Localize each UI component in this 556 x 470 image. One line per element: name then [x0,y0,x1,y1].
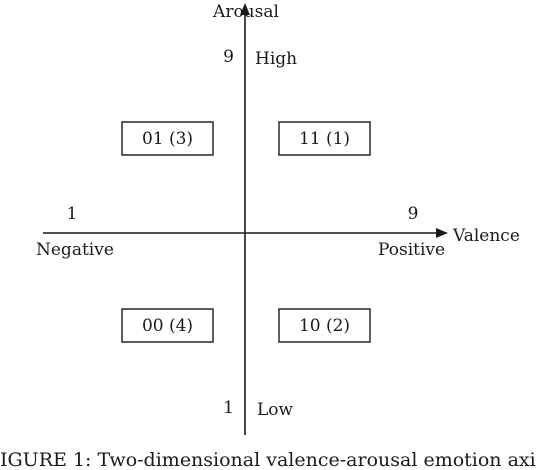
quadrant-bottom-left-label: 00 (4) [142,316,193,336]
quadrant-top-left-box [121,121,214,156]
arousal-min-value: 1 [223,398,234,418]
arousal-axis-arrowhead [240,3,250,15]
valence-max-value: 9 [408,204,419,224]
quadrant-bottom-right-label: 10 (2) [299,316,350,336]
quadrant-top-right-box [278,121,371,156]
quadrant-bottom-right-box [278,308,371,343]
arousal-max-label: High [255,49,297,69]
quadrant-top-right: 11 (1) [278,121,371,156]
quadrant-top-right-label: 11 (1) [299,129,350,149]
figure-caption: IGURE 1: Two-dimensional valence-arousal… [0,449,536,470]
valence-axis-title: Valence [452,226,520,246]
quadrant-bottom-right: 10 (2) [278,308,371,343]
quadrant-bottom-left: 00 (4) [121,308,214,343]
valence-min-value: 1 [67,204,78,224]
quadrant-top-left: 01 (3) [121,121,214,156]
quadrant-bottom-left-box [121,308,214,343]
valence-min-label: Negative [36,240,114,260]
quadrant-top-left-label: 01 (3) [142,129,193,149]
valence-max-label: Positive [378,240,445,260]
arousal-min-label: Low [257,400,294,420]
arousal-axis-title: Arousal [212,2,279,22]
arousal-max-value: 9 [223,47,234,67]
valence-axis-arrowhead [436,228,448,238]
